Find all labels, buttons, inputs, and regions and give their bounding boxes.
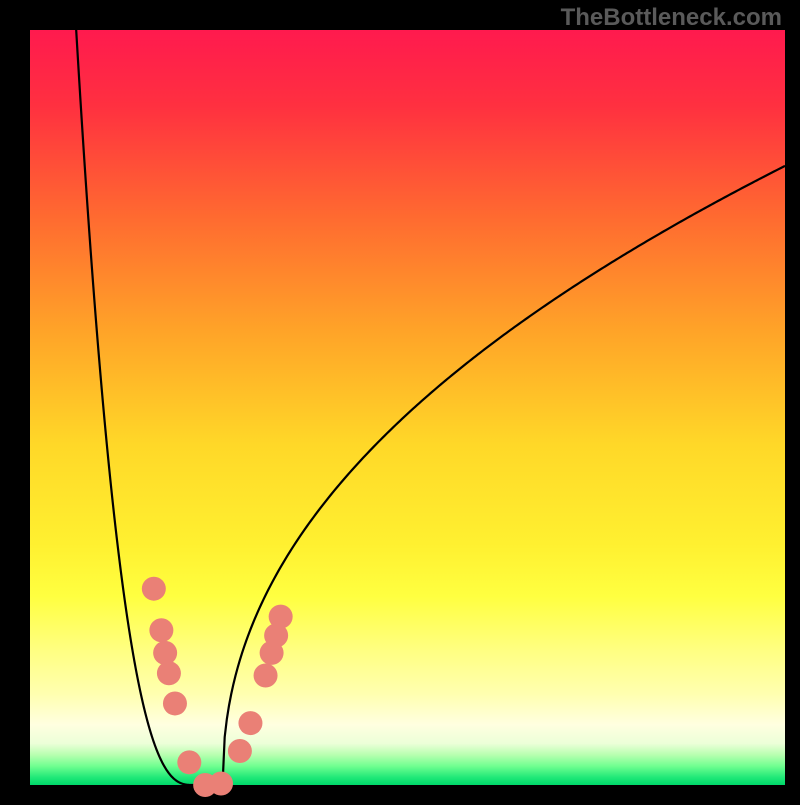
- data-marker: [254, 664, 278, 688]
- data-marker: [142, 577, 166, 601]
- watermark-text: TheBottleneck.com: [561, 4, 782, 32]
- data-marker: [238, 711, 262, 735]
- bottleneck-chart: [0, 0, 800, 800]
- data-marker: [163, 691, 187, 715]
- data-marker: [209, 771, 233, 795]
- plot-background: [30, 30, 785, 785]
- data-marker: [157, 661, 181, 685]
- data-marker: [149, 618, 173, 642]
- data-marker: [177, 750, 201, 774]
- data-marker: [269, 605, 293, 629]
- chart-container: [0, 0, 800, 800]
- data-marker: [153, 641, 177, 665]
- data-marker: [228, 739, 252, 763]
